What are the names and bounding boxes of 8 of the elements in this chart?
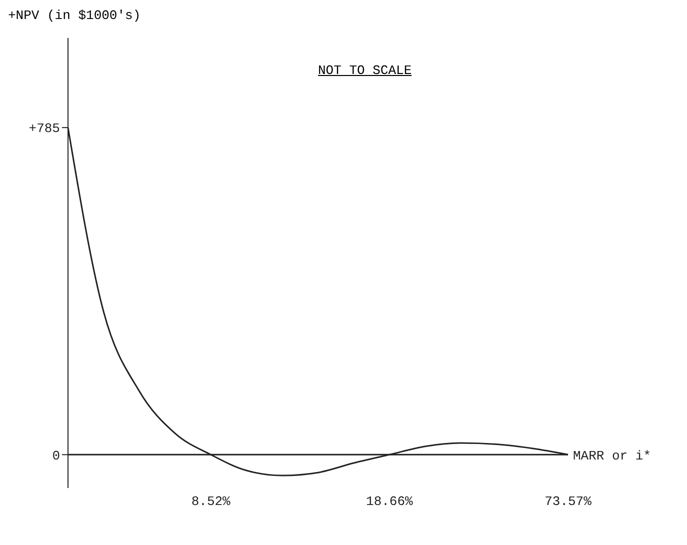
y-tick-label: 0 <box>52 448 60 464</box>
y-axis-title: +NPV (in $1000's) <box>8 8 141 23</box>
x-tick-label: 73.57% <box>544 494 592 510</box>
x-tick-label: 8.52% <box>191 494 231 510</box>
x-tick-label: 18.66% <box>366 494 414 510</box>
y-tick-label: +785 <box>28 121 60 136</box>
x-axis-title: MARR or i* <box>573 448 652 464</box>
annotation: NOT TO SCALE <box>318 63 412 78</box>
